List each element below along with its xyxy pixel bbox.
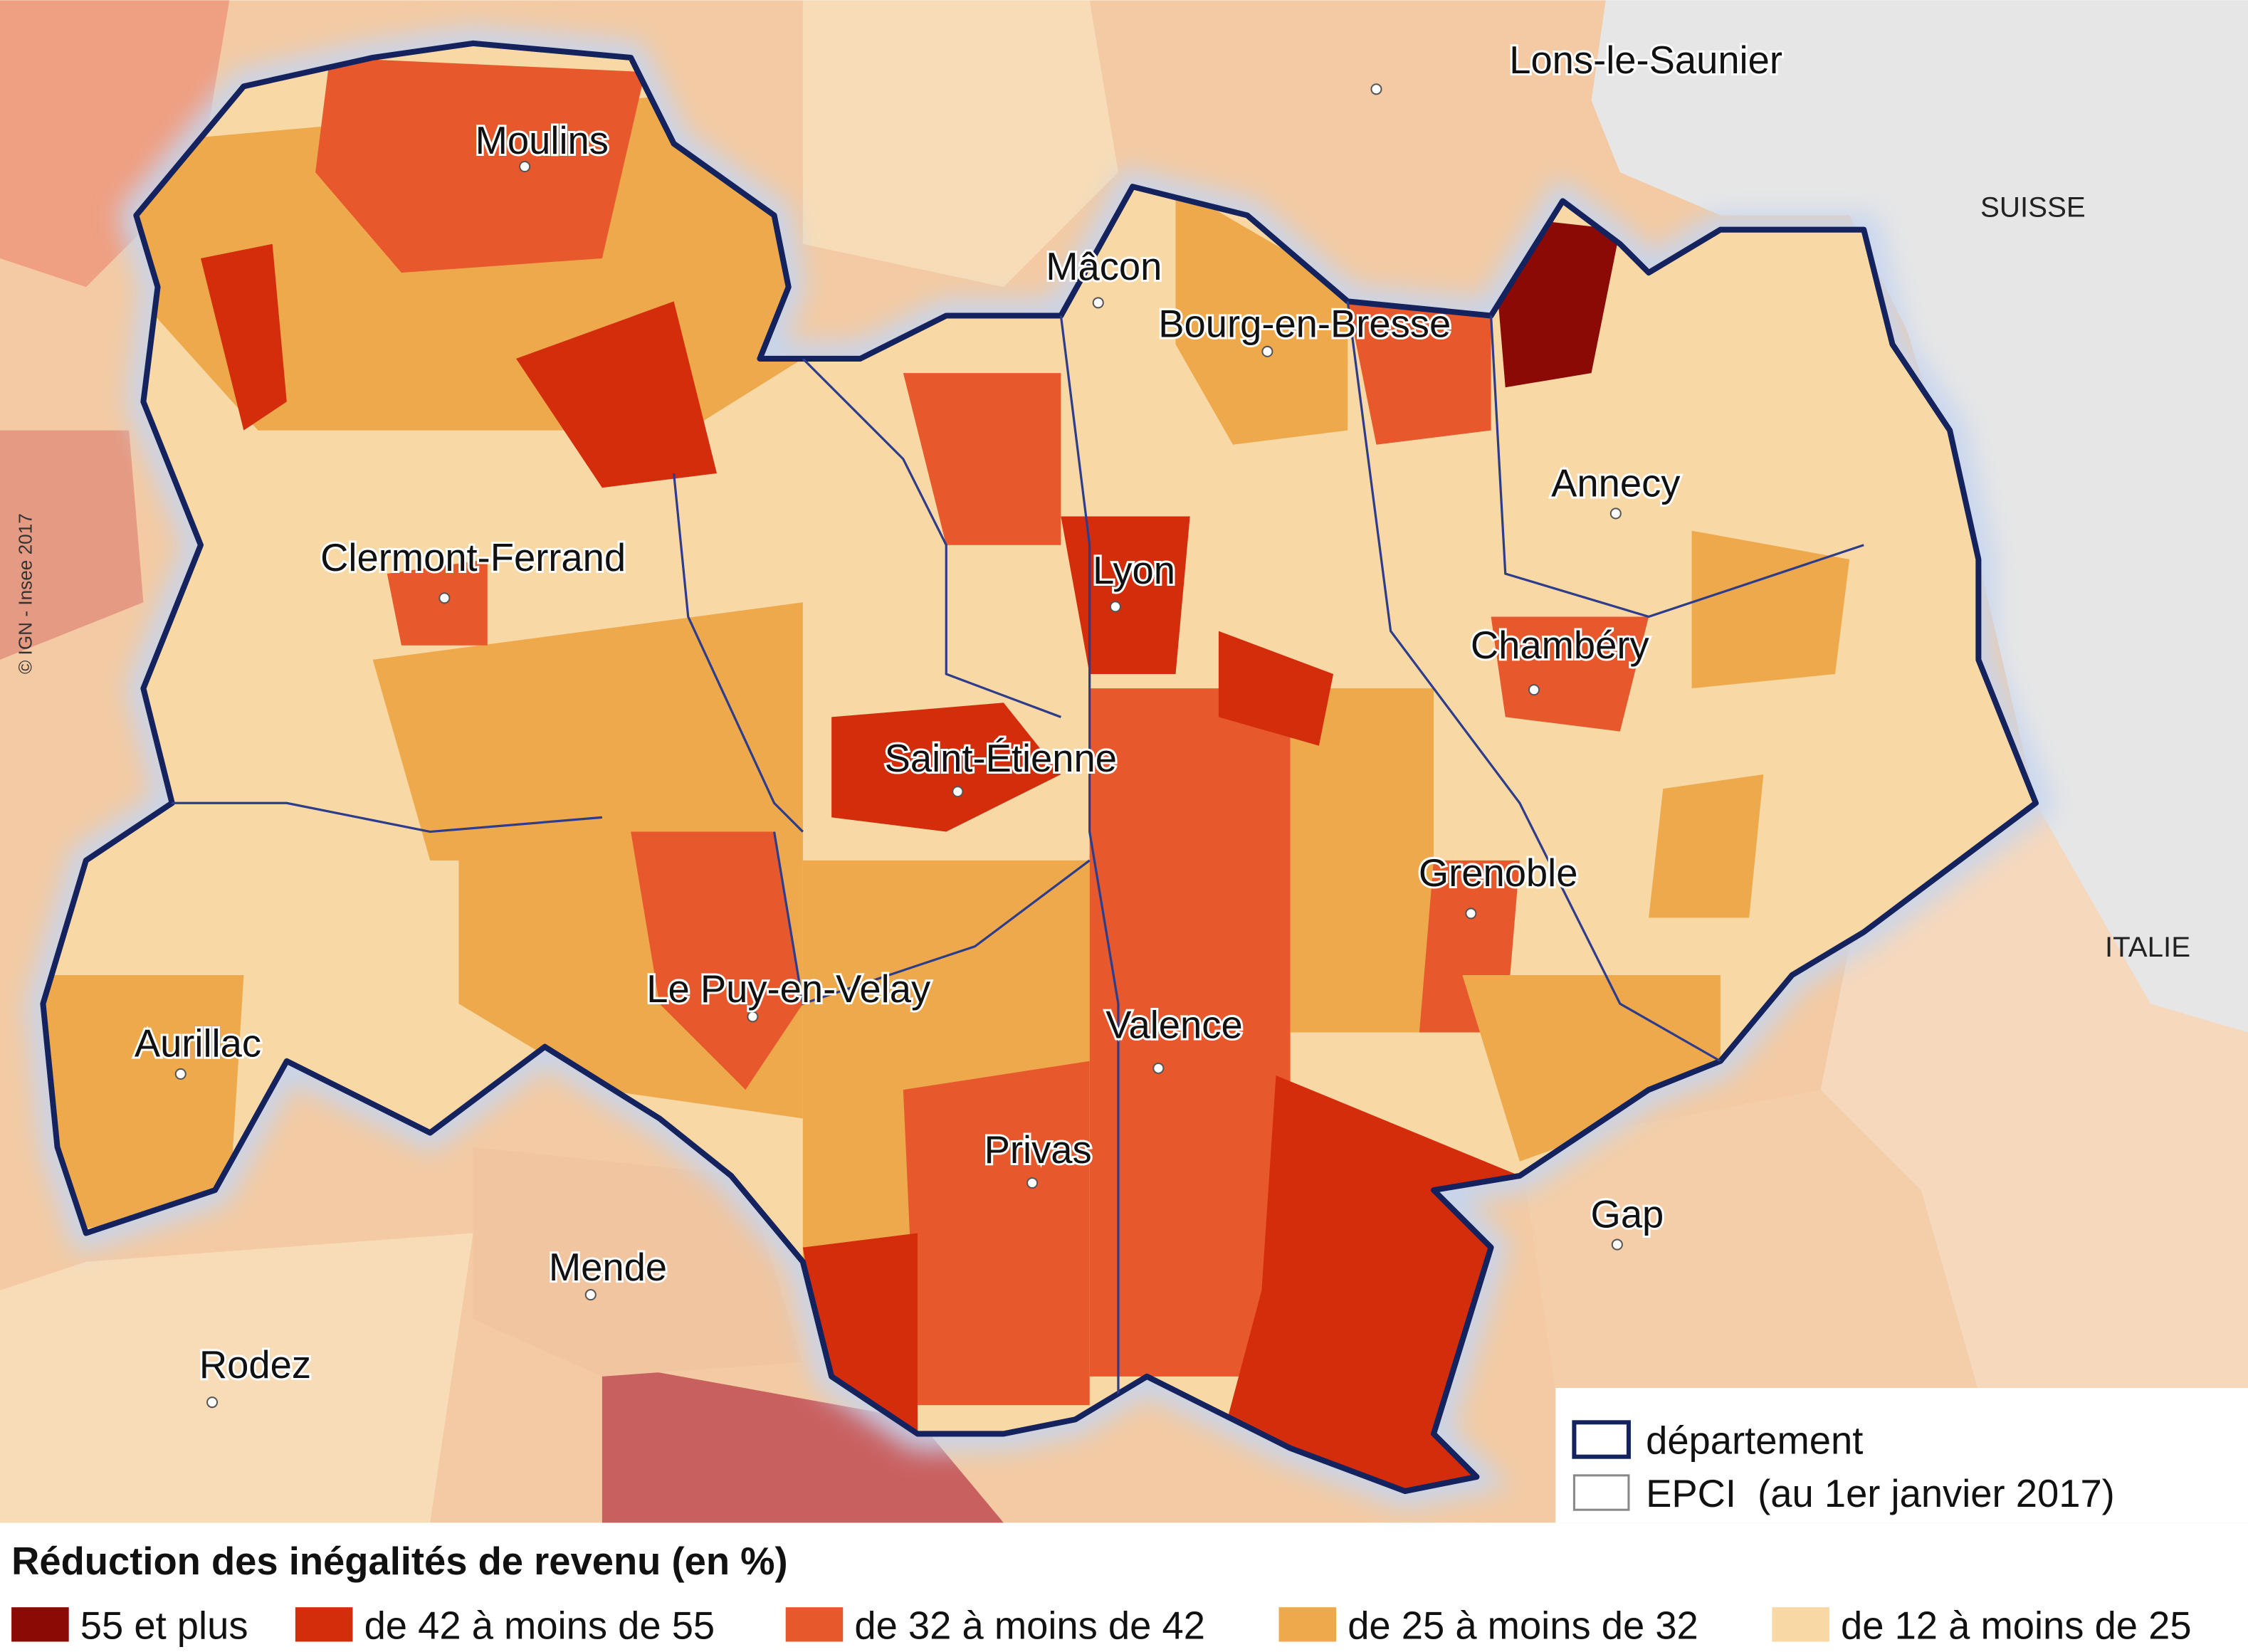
city-label: Chambéry (1471, 624, 1650, 667)
department-border (1489, 315, 1864, 619)
class-area (1061, 516, 1190, 675)
boundary-label: département (1646, 1419, 1863, 1463)
surrounding-area (473, 1147, 803, 1377)
city-label: Gap (1591, 1192, 1664, 1236)
class-area (43, 974, 244, 1233)
copyright: © IGN - Insee 2017 (14, 513, 36, 674)
class-area (1462, 974, 1721, 1162)
class-area (1204, 1075, 1520, 1492)
class-area (1218, 631, 1334, 746)
city-dot (1152, 1062, 1165, 1074)
class-area (315, 57, 646, 273)
department-border (672, 473, 804, 833)
class-area (200, 243, 287, 431)
legend-label: de 12 à moins de 25 (1841, 1604, 2192, 1647)
city-label: Le Puy-en-Velay (646, 967, 931, 1011)
department-border (1059, 315, 1120, 1434)
surrounding-area (1519, 1090, 1979, 1391)
surrounding-area (602, 1362, 1004, 1523)
class-area (903, 1061, 1090, 1406)
legend-swatch (1278, 1607, 1337, 1642)
city-label: Saint-Étienne (885, 737, 1117, 780)
city-label: Annecy (1551, 461, 1681, 505)
class-area (1348, 301, 1491, 445)
legend-swatch (1772, 1607, 1829, 1642)
map-area: Lons-le-Saunier Moulins Mâcon Bourg-en-B… (0, 0, 2248, 1523)
city-label: Bourg-en-Bresse (1158, 302, 1451, 346)
class-area (1089, 688, 1291, 1377)
city-dot (952, 786, 964, 798)
class-area (1491, 616, 1649, 732)
class-area (1290, 688, 1434, 1033)
city-dot (747, 1011, 759, 1023)
surrounding-area (0, 1233, 473, 1523)
class-area (387, 559, 488, 646)
city-label: Valence (1105, 1004, 1242, 1047)
city-dot (519, 160, 531, 173)
city-label: Privas (984, 1128, 1092, 1172)
boundary-legend: département EPCI (au 1er janvier 2017) (1555, 1388, 2248, 1523)
legend-label: de 32 à moins de 42 (854, 1604, 1205, 1647)
boundary-legend-box (1555, 1388, 2248, 1523)
city-label: Clermont-Ferrand (320, 536, 626, 579)
legend-title: Réduction des inégalités de revenu (en %… (11, 1540, 787, 1583)
class-area (1691, 530, 1850, 689)
surrounding-area (0, 0, 230, 288)
city-labels: Lons-le-Saunier Moulins Mâcon Bourg-en-B… (132, 36, 1785, 1389)
department-border (802, 357, 1061, 718)
class-area (903, 373, 1061, 545)
boundary-swatch (1572, 1474, 1630, 1511)
city-dot (1611, 1238, 1623, 1251)
department-border (1346, 301, 1721, 1063)
city-dot (206, 1396, 219, 1409)
surrounding-area (1820, 803, 2248, 1391)
city-dot (1109, 601, 1121, 613)
country-label: ITALIE (2105, 931, 2190, 963)
surrounding-area (0, 430, 144, 660)
legend-label: de 42 à moins de 55 (364, 1604, 715, 1647)
city-dot (1465, 907, 1477, 920)
class-area (631, 831, 803, 1090)
department-borders (143, 301, 1864, 1434)
legend-swatch (11, 1607, 69, 1642)
region-border (40, 40, 2039, 1495)
city-dot (1261, 345, 1273, 357)
legend-swatch (785, 1607, 844, 1642)
class-area (1175, 186, 1348, 445)
city-dot (1528, 684, 1540, 696)
class-legend: 55 et plus de 42 à moins de 55 de 32 à moi… (11, 1604, 2192, 1647)
boundary-label: EPCI (au 1er janvier 2017) (1646, 1472, 2115, 1515)
legend-label: de 25 à moins de 32 (1348, 1604, 1698, 1647)
city-markers (174, 83, 1623, 1409)
class-area (1649, 774, 1764, 918)
city-dot (1370, 83, 1382, 95)
city-label: Mende (549, 1246, 667, 1289)
city-dot (1092, 297, 1104, 309)
department-border (772, 831, 1091, 1006)
class-area (831, 703, 1061, 832)
city-label: Moulins (476, 119, 609, 162)
boundary-swatch (1572, 1420, 1631, 1459)
department-border (143, 801, 603, 833)
class-area (372, 602, 803, 861)
city-label: Grenoble (1419, 851, 1578, 895)
city-label: Lyon (1093, 549, 1175, 592)
city-label: Mâcon (1046, 245, 1162, 288)
class-area (516, 301, 718, 488)
city-dot (438, 592, 451, 604)
city-dot (584, 1289, 597, 1301)
city-label: Rodez (199, 1343, 311, 1387)
legend-swatch (295, 1607, 353, 1642)
city-dot (1609, 507, 1622, 520)
legend-label: 55 et plus (80, 1604, 248, 1647)
city-dot (1026, 1177, 1039, 1189)
surrounding-area (802, 0, 1118, 288)
country-label: SUISSE (1980, 191, 2086, 223)
city-dot (174, 1068, 187, 1080)
city-label: Aurillac (135, 1022, 261, 1066)
city-label: Lons-le-Saunier (1509, 38, 1782, 82)
